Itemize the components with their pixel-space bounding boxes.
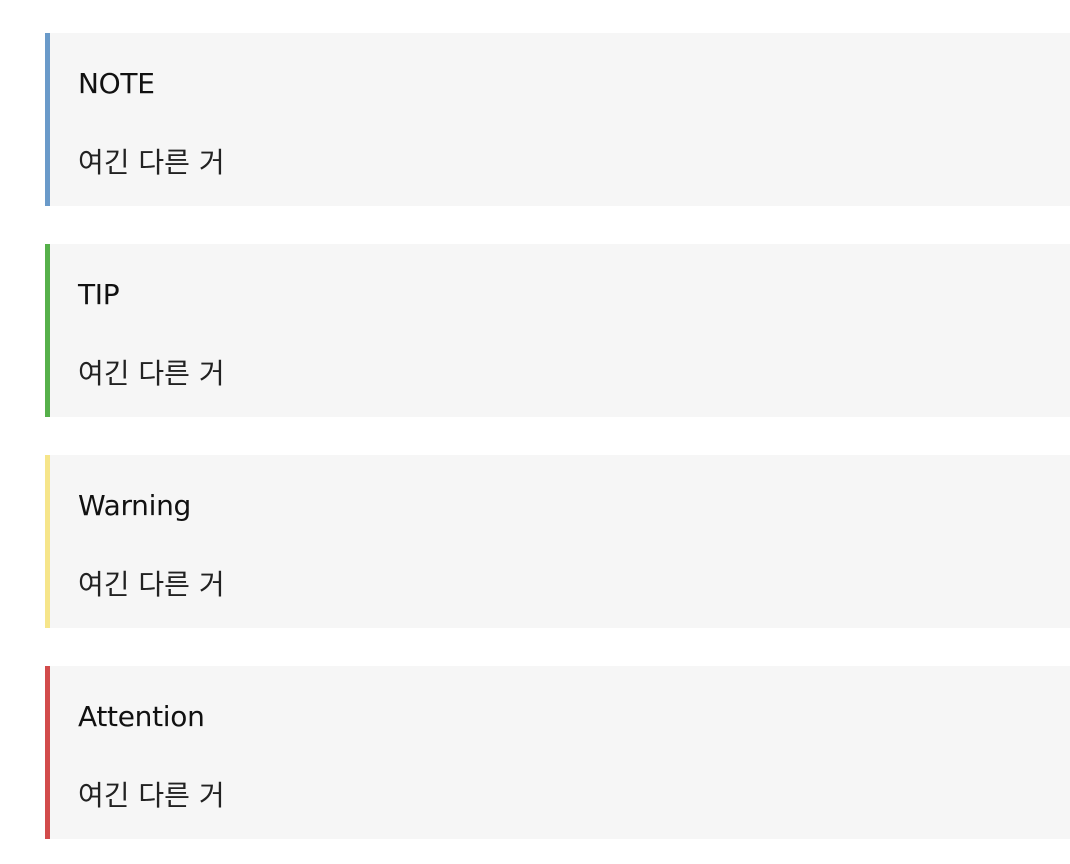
attention-callout: Attention 여긴 다른 거 — [45, 666, 1070, 839]
callout-title: Attention — [78, 700, 205, 733]
callout-list: NOTE 여긴 다른 거 TIP 여긴 다른 거 Warning 여긴 다른 거… — [45, 33, 1070, 839]
warning-callout: Warning 여긴 다른 거 — [45, 455, 1070, 628]
callout-body: 여긴 다른 거 — [78, 779, 225, 812]
callout-title: Warning — [78, 489, 192, 522]
callout-body: 여긴 다른 거 — [78, 357, 225, 390]
callout-body: 여긴 다른 거 — [78, 146, 225, 179]
tip-callout: TIP 여긴 다른 거 — [45, 244, 1070, 417]
callout-title: TIP — [78, 278, 120, 311]
note-callout: NOTE 여긴 다른 거 — [45, 33, 1070, 206]
callout-title: NOTE — [78, 67, 155, 100]
callout-body: 여긴 다른 거 — [78, 568, 225, 601]
